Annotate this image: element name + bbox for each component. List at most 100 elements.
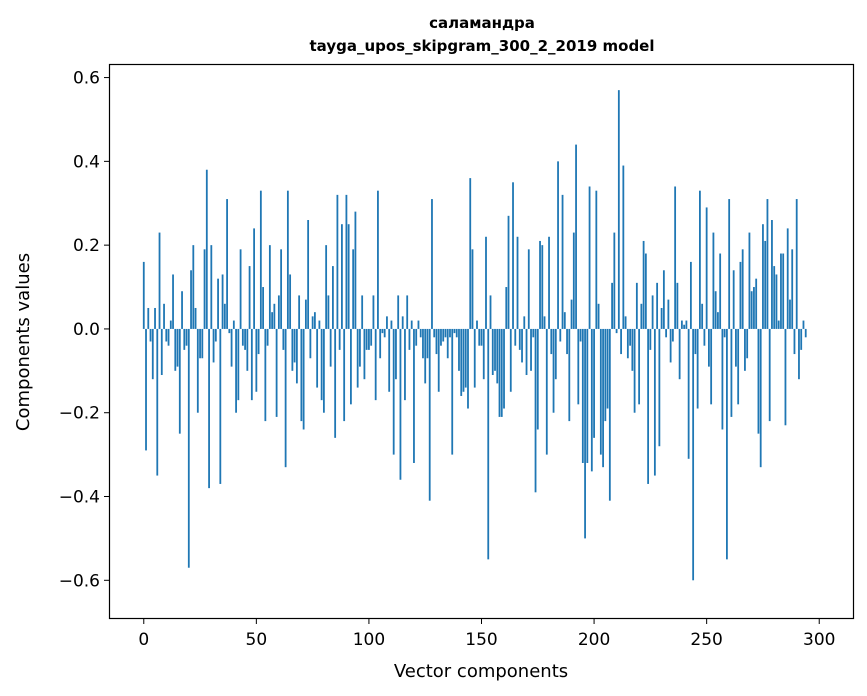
- bar: [768, 328, 771, 422]
- bar: [762, 224, 764, 329]
- bar: [286, 190, 289, 329]
- bar: [327, 295, 330, 329]
- bar: [253, 228, 255, 329]
- bar: [160, 328, 163, 376]
- bar: [300, 328, 303, 422]
- bar: [476, 320, 478, 329]
- bar: [469, 178, 472, 329]
- y-tick-label: −0.2: [59, 404, 100, 424]
- bar: [735, 328, 737, 367]
- bar: [350, 328, 352, 405]
- bar: [428, 328, 431, 501]
- bar: [257, 328, 260, 355]
- bar: [383, 328, 386, 338]
- bar: [181, 291, 183, 329]
- bar: [228, 328, 231, 334]
- bar: [462, 328, 465, 392]
- bar: [500, 328, 503, 417]
- bar: [210, 245, 213, 329]
- bar: [595, 190, 598, 329]
- bar: [390, 320, 393, 329]
- bar: [194, 307, 197, 329]
- bar: [782, 253, 785, 329]
- bar: [678, 328, 681, 380]
- bar: [187, 328, 190, 568]
- bar: [764, 240, 767, 329]
- bar: [280, 249, 283, 329]
- bar: [442, 328, 445, 342]
- bar: [356, 328, 359, 388]
- bar: [536, 328, 539, 430]
- bar: [395, 328, 397, 380]
- bar: [602, 328, 604, 468]
- bar: [498, 328, 501, 417]
- bar: [334, 328, 337, 438]
- bar: [791, 249, 794, 329]
- x-tick-label: 200: [578, 630, 610, 650]
- bar: [793, 328, 796, 355]
- bar: [717, 312, 719, 329]
- bar: [611, 282, 613, 329]
- bar: [480, 328, 483, 346]
- bar: [165, 328, 168, 342]
- bar: [176, 328, 179, 367]
- y-tick-label: −0.4: [59, 488, 100, 508]
- bar: [771, 220, 773, 329]
- bar: [244, 328, 246, 350]
- bar: [487, 328, 490, 560]
- bar: [302, 328, 305, 430]
- x-axis-label: Vector components: [394, 661, 568, 682]
- bar: [431, 199, 433, 329]
- bar: [453, 328, 456, 334]
- bar: [714, 291, 717, 329]
- bar: [212, 328, 215, 363]
- bar: [232, 320, 235, 329]
- bar: [413, 328, 415, 463]
- bar: [408, 328, 411, 350]
- bar: [404, 328, 406, 401]
- bar: [372, 295, 375, 329]
- bar: [552, 328, 555, 413]
- bar: [491, 328, 494, 376]
- bar: [368, 328, 370, 350]
- bar: [208, 328, 210, 489]
- bar: [665, 328, 668, 338]
- bar: [687, 328, 690, 459]
- bar: [341, 224, 343, 329]
- bar: [147, 307, 150, 329]
- bar: [699, 190, 701, 329]
- bar: [154, 307, 156, 329]
- bar: [685, 320, 688, 329]
- bar: [775, 274, 778, 329]
- bar: [266, 328, 269, 346]
- bar: [635, 282, 638, 329]
- bar: [192, 245, 195, 329]
- bar: [696, 328, 699, 409]
- bar: [518, 328, 521, 350]
- bar: [748, 232, 751, 329]
- bar: [620, 328, 622, 355]
- bar: [509, 328, 512, 392]
- bar: [653, 328, 656, 476]
- bar: [633, 328, 636, 413]
- bar: [662, 270, 665, 329]
- bar: [374, 328, 377, 401]
- bar: [460, 328, 463, 396]
- bar: [730, 328, 733, 417]
- bar: [802, 320, 805, 329]
- y-axis-label: Components values: [13, 253, 34, 431]
- plot-frame: [108, 63, 855, 620]
- bar: [577, 328, 580, 405]
- bar: [649, 328, 652, 350]
- bar: [203, 249, 206, 329]
- bar: [588, 186, 591, 329]
- bar: [523, 316, 526, 329]
- bar: [318, 320, 321, 329]
- bar: [773, 266, 776, 329]
- bar: [156, 328, 159, 476]
- bar: [239, 249, 242, 329]
- bar: [169, 320, 172, 329]
- bar: [336, 194, 339, 329]
- bar: [365, 328, 368, 350]
- bar: [800, 328, 803, 350]
